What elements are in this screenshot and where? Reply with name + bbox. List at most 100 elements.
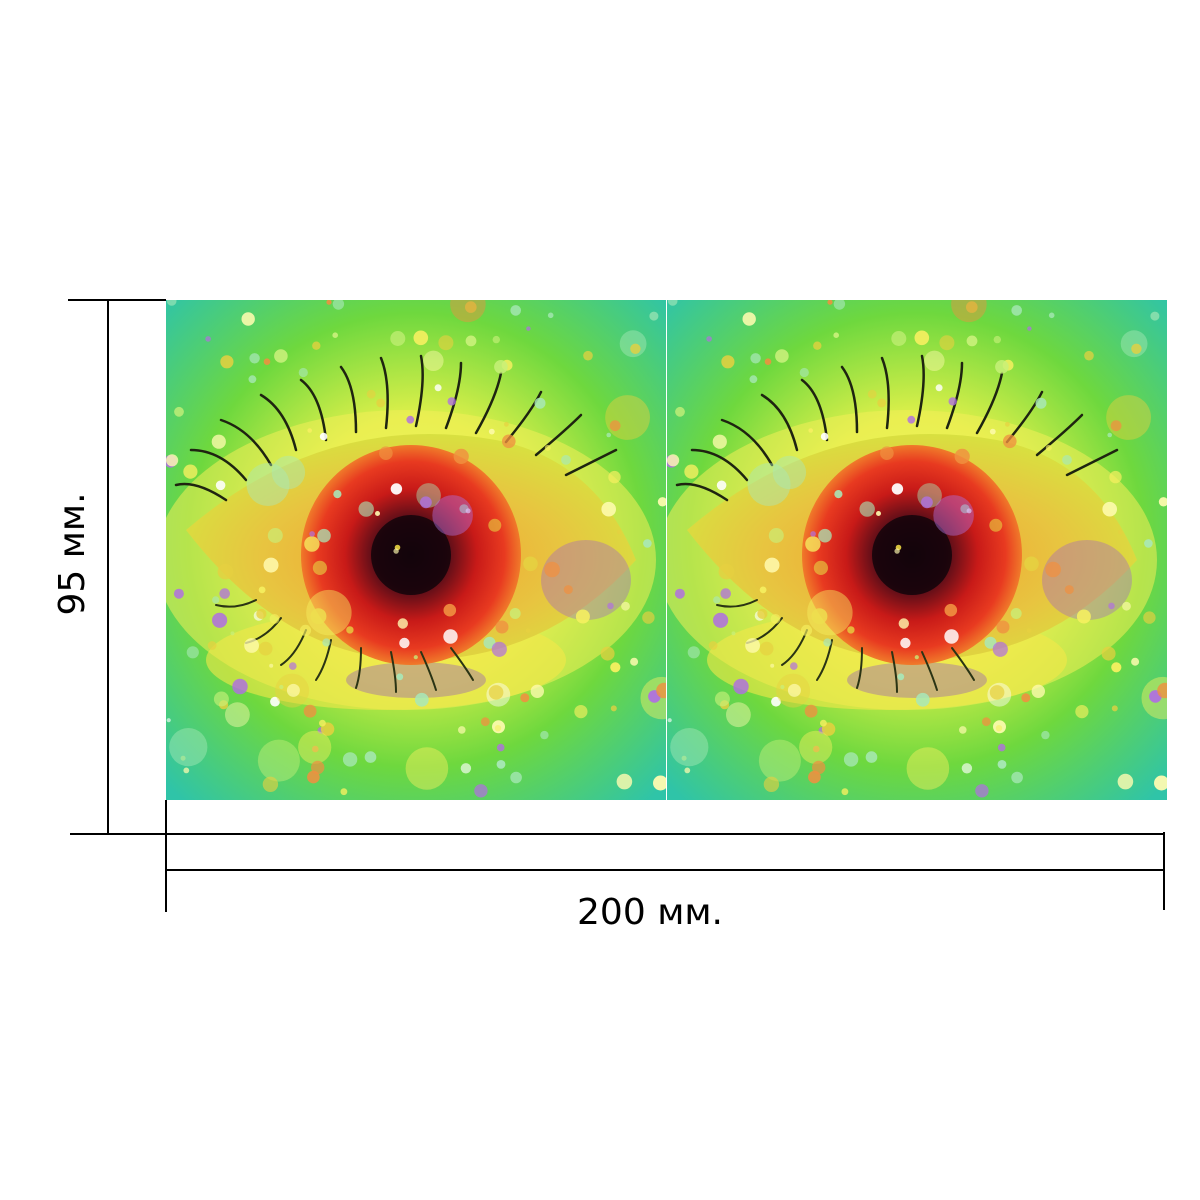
bokeh-dot [1035,397,1047,409]
bokeh-dot [787,683,801,697]
bokeh-dot [263,557,279,573]
bokeh-dot [399,637,410,649]
bokeh-dot [523,556,538,572]
bokeh-dot [1010,608,1022,619]
bokeh-dot [450,300,486,323]
bokeh-dot [621,601,630,611]
bokeh-dot [453,448,469,464]
height-label: 95 мм. [52,492,93,615]
bokeh-dot [420,496,432,509]
bokeh-dot [820,432,829,441]
bokeh-dot [921,496,933,509]
bokeh-dot [215,480,226,491]
bokeh-dot [954,448,970,464]
bokeh-dot [574,705,588,719]
bokeh-dot [465,301,477,313]
bokeh-dot [674,588,685,599]
bokeh-dot [989,428,996,435]
bokeh-dot [616,773,633,790]
bokeh-dot [258,586,266,594]
bokeh-dot [813,341,822,350]
bokeh-dot [1158,497,1167,507]
bokeh-dot [1005,421,1010,427]
bokeh-dot [183,767,190,774]
bokeh-dot [981,717,991,727]
bokeh-dot [173,588,184,599]
bokeh-dot [1118,529,1123,535]
bokeh-dot [995,725,1003,732]
bokeh-dot [924,350,945,371]
bokeh-dot [609,420,621,432]
bokeh-dot [733,678,749,695]
bokeh-dot [1027,326,1032,331]
bokeh-dot [309,531,315,537]
bokeh-dot [434,384,442,392]
bokeh-dot [258,641,273,656]
bokeh-dot [249,353,260,364]
bokeh-dot [397,618,408,629]
bokeh-dot [799,367,809,378]
bokeh-dot [1110,420,1122,432]
bokeh-dot [897,673,905,681]
bokeh-dot [166,454,179,467]
bokeh-dot [820,719,827,727]
bokeh-dot [311,760,325,775]
bokeh-dot [326,300,332,305]
bokeh-dot [269,663,274,668]
bokeh-dot [772,455,807,490]
bokeh-dot [390,483,403,495]
bokeh-dot [1109,470,1122,484]
bokeh-dot [891,483,904,495]
bokeh-dot [492,335,500,344]
bokeh-dot [340,788,348,796]
bokeh-dot [649,311,659,321]
bokeh-dot [174,406,184,417]
bokeh-dot [605,395,650,440]
bokeh-dot [810,531,816,537]
bokeh-dot [617,529,622,535]
bokeh-dot [494,360,508,374]
bokeh-dot [601,501,616,517]
bokeh-dot [207,641,217,650]
bokeh-dot [583,350,593,361]
bokeh-dot [763,776,780,792]
bokeh-dot [241,312,255,326]
bokeh-dot [575,609,590,624]
bokeh-dot [246,463,290,506]
bokeh-dot [944,629,959,644]
bokeh-dot [480,717,490,727]
bokeh-dot [907,415,916,424]
bokeh-dot [877,398,887,408]
bokeh-dot [747,463,791,506]
bokeh-dot [667,454,680,467]
bokeh-dot [768,528,784,543]
bokeh-dot [876,511,881,516]
bokeh-dot [915,692,930,707]
bokeh-dot [406,415,415,424]
bokeh-dot [898,618,909,629]
bokeh-dot [544,444,551,451]
bokeh-dot [914,655,919,660]
bokeh-dot [256,608,267,619]
bokeh-dot [1048,312,1055,319]
bokeh-dot [670,728,709,767]
bokeh-dot [607,602,614,610]
bokeh-dot [708,641,718,650]
bokeh-dot [834,490,843,499]
bokeh-dot [867,389,877,399]
bokeh-dot [811,608,828,625]
bokeh-dot [230,631,235,636]
bokeh-dot [1131,343,1142,354]
bokeh-dot [764,358,772,365]
bokeh-dot [610,662,621,673]
width-label: 200 мм. [577,892,723,933]
bokeh-dot [808,428,813,433]
bokeh-dot [1064,585,1074,595]
bokeh-dot [675,406,685,417]
bokeh-dot [414,692,429,707]
bokeh-dot [212,596,220,604]
bokeh-dot [712,434,727,449]
bokeh-dot [951,300,987,323]
bokeh-dot [944,603,958,617]
